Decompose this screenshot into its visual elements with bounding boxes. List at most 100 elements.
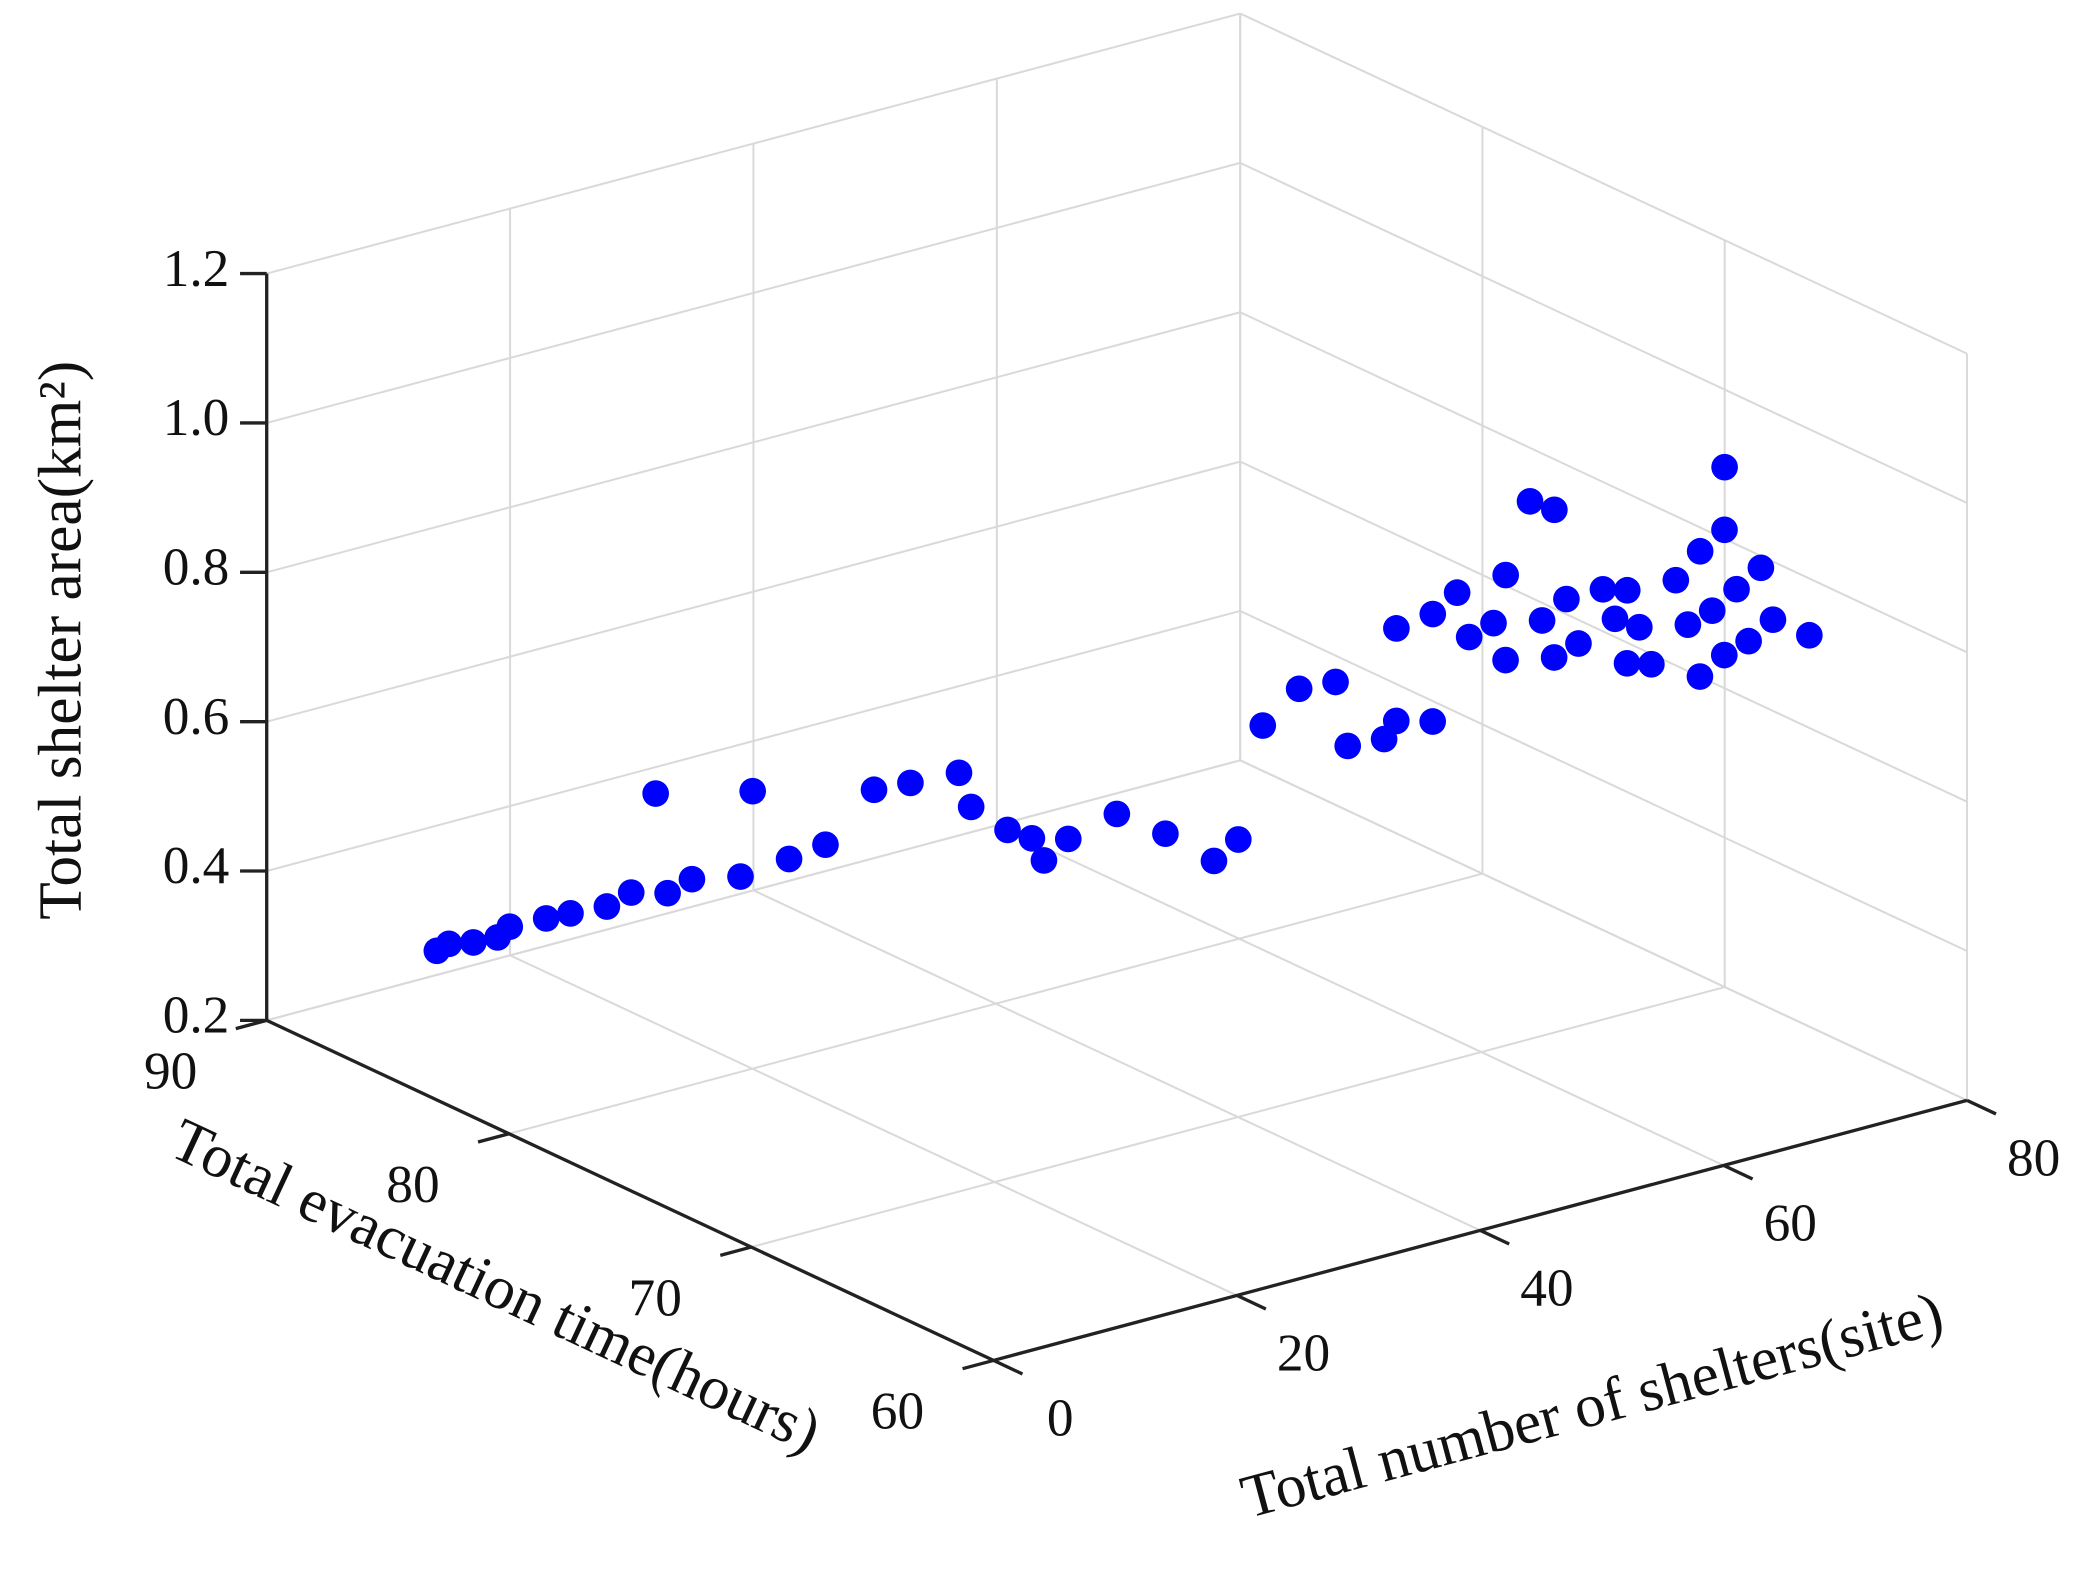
x-tick-label: 0 [1047, 1387, 1074, 1447]
point [1638, 650, 1665, 678]
point [557, 900, 584, 927]
z-axis-title: Total shelter area(km²) [27, 361, 95, 920]
point [1383, 615, 1410, 642]
y-tick [235, 1018, 268, 1031]
point [1419, 708, 1447, 735]
point [1698, 597, 1726, 624]
y-axis-line [266, 1018, 995, 1362]
grid-line [1239, 610, 1968, 952]
z-tick-label: 0.2 [163, 985, 230, 1045]
point [1711, 516, 1738, 544]
x-tick [1722, 1163, 1754, 1181]
y-tick [477, 1132, 510, 1144]
x-tick [1966, 1098, 1997, 1116]
point [1662, 566, 1690, 594]
point [1528, 607, 1556, 634]
point [1723, 575, 1750, 603]
point [1686, 537, 1714, 565]
grid-line [1239, 311, 1968, 654]
point [727, 863, 754, 890]
point [945, 759, 973, 787]
point [1152, 820, 1179, 848]
point [1480, 609, 1507, 637]
axes: 0.2 0.4 0.6 0.8 1.0 1.2 0 20 40 60 80 60 70 80 90 [144, 238, 2060, 1448]
y-tick-label: 70 [629, 1267, 682, 1327]
grid-line [753, 889, 1481, 1232]
point [1553, 585, 1580, 613]
point [860, 776, 888, 804]
point [1686, 663, 1714, 690]
point [1492, 646, 1519, 674]
point [435, 930, 463, 958]
point [1419, 600, 1447, 628]
point [1796, 621, 1823, 649]
grid-line [996, 824, 1725, 1167]
point [1054, 825, 1082, 853]
grid-line [266, 759, 1241, 1022]
y-axis-title: Total evacuation time(hours) [161, 1105, 831, 1466]
z-tick-label: 1.2 [163, 238, 230, 298]
point [1735, 627, 1762, 655]
x-tick-label: 40 [1520, 1257, 1573, 1317]
grid-line [750, 986, 1725, 1249]
point [957, 793, 985, 821]
point [1516, 488, 1544, 515]
point [1018, 825, 1046, 852]
grid [265, 12, 1968, 1362]
point [1601, 605, 1629, 633]
point [642, 780, 669, 807]
point [1711, 453, 1738, 481]
point [1455, 623, 1483, 651]
point [1625, 613, 1653, 641]
point [593, 893, 621, 920]
point [1540, 644, 1568, 671]
point [1200, 847, 1228, 875]
grid-line [509, 954, 1238, 1297]
point [1541, 496, 1568, 524]
grid-line [1239, 759, 1968, 1102]
point [1613, 576, 1641, 604]
grid-line [508, 872, 1483, 1135]
x-tick [1236, 1293, 1267, 1311]
point [1030, 847, 1058, 874]
point [775, 845, 803, 873]
grid-line [1239, 12, 1968, 355]
y-tick-label: 80 [386, 1154, 439, 1214]
z-tick-label: 0.8 [163, 537, 230, 597]
x-tick [992, 1358, 1024, 1376]
y-tick [719, 1245, 752, 1257]
point [1674, 611, 1702, 638]
point [459, 929, 487, 956]
point [1103, 800, 1131, 828]
point [1747, 554, 1775, 582]
points [423, 453, 1823, 965]
point [1285, 675, 1313, 703]
z-tick-label: 0.6 [163, 686, 230, 746]
point [1334, 732, 1362, 760]
y-tick-label: 90 [144, 1041, 197, 1101]
x-tick-label: 80 [2007, 1127, 2060, 1187]
point [1322, 668, 1349, 696]
grid-line [1239, 161, 1968, 504]
point [654, 879, 681, 907]
point [1710, 641, 1738, 669]
point [1589, 575, 1617, 603]
x-axis-title: Total number of shelters(site) [1234, 1279, 1950, 1532]
point [994, 816, 1021, 844]
point [617, 879, 645, 906]
y-tick-label: 60 [871, 1381, 924, 1441]
y-tick [962, 1358, 994, 1371]
point [1565, 630, 1592, 657]
point [897, 769, 924, 797]
point [1224, 826, 1252, 853]
grid-line [1239, 460, 1968, 803]
point [1249, 712, 1277, 739]
point [496, 913, 524, 941]
x-tick-label: 60 [1764, 1192, 1817, 1252]
point [1492, 561, 1520, 589]
point [1759, 606, 1787, 634]
x-tick-label: 20 [1277, 1322, 1330, 1382]
point [1443, 579, 1471, 606]
point [532, 905, 560, 932]
point [678, 865, 706, 893]
